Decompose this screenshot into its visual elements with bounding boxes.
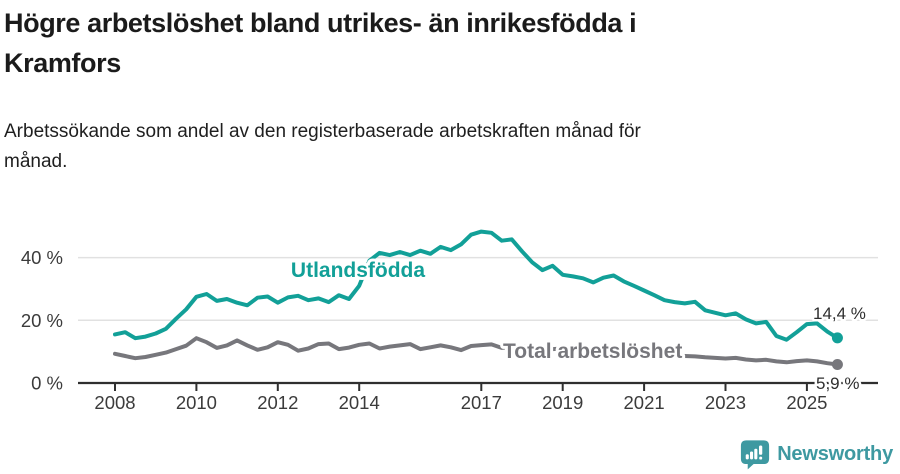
x-tick-label-2012: 2012 bbox=[257, 392, 298, 413]
y-tick-label: 40 % bbox=[21, 247, 63, 268]
x-tick-label-2008: 2008 bbox=[94, 392, 135, 413]
chart-subtitle-line1: Arbetssökande som andel av den registerb… bbox=[4, 121, 641, 142]
x-tick-label-2014: 2014 bbox=[339, 392, 380, 413]
logo-exclamation-dot bbox=[759, 456, 763, 460]
x-tick-label-2017: 2017 bbox=[461, 392, 502, 413]
series-label-utlandsfodda: Utlandsfödda bbox=[291, 259, 425, 282]
x-tick-label-2023: 2023 bbox=[705, 392, 746, 413]
y-axis-labels: 0 % 20 % 40 % bbox=[21, 247, 63, 393]
end-value-label-total: 5,9 % bbox=[816, 374, 859, 393]
series-labels: Total arbetslöshet Utlandsfödda bbox=[288, 256, 685, 366]
logo-bar-small bbox=[745, 454, 750, 460]
chart-title: Högre arbetslöshet bland utrikes- än inr… bbox=[4, 3, 896, 83]
chart-subtitle: Arbetssökande som andel av den registerb… bbox=[4, 117, 864, 177]
series-end-dot-utlandsfodda bbox=[831, 332, 843, 344]
x-tick-label-2025: 2025 bbox=[786, 392, 827, 413]
series-line-utlandsfodda bbox=[113, 229, 840, 342]
x-axis: 2008 2010 2012 2014 2017 2019 2021 2023 2025 bbox=[78, 381, 878, 413]
end-value-labels: 5,9 % 14,4 % bbox=[811, 302, 869, 396]
series-end-dot-total bbox=[831, 359, 843, 371]
logo-bar-medium bbox=[750, 451, 754, 460]
series-label-total: Total arbetslöshet bbox=[503, 340, 682, 363]
brand-footer: Newsworthy bbox=[740, 439, 893, 470]
chart-title-line1: Högre arbetslöshet bland utrikes- än inr… bbox=[4, 8, 637, 38]
newsworthy-logo-icon bbox=[741, 440, 770, 470]
logo-bar-tall bbox=[754, 448, 758, 460]
y-tick-label: 0 % bbox=[31, 373, 63, 394]
end-value-label-utlandsfodda: 14,4 % bbox=[813, 304, 866, 323]
x-tick-label-2010: 2010 bbox=[176, 392, 217, 413]
brand-name: Newsworthy bbox=[777, 443, 893, 465]
y-tick-label: 20 % bbox=[21, 310, 63, 331]
chart-title-line2: Kramfors bbox=[4, 48, 121, 78]
gridlines bbox=[78, 256, 878, 322]
x-tick-label-2021: 2021 bbox=[624, 392, 665, 413]
series-line-total bbox=[113, 336, 840, 367]
x-tick-label-2019: 2019 bbox=[542, 392, 583, 413]
series-lines bbox=[113, 229, 843, 371]
chart-subtitle-line2: månad. bbox=[4, 151, 68, 172]
logo-exclamation-bar bbox=[759, 445, 763, 455]
